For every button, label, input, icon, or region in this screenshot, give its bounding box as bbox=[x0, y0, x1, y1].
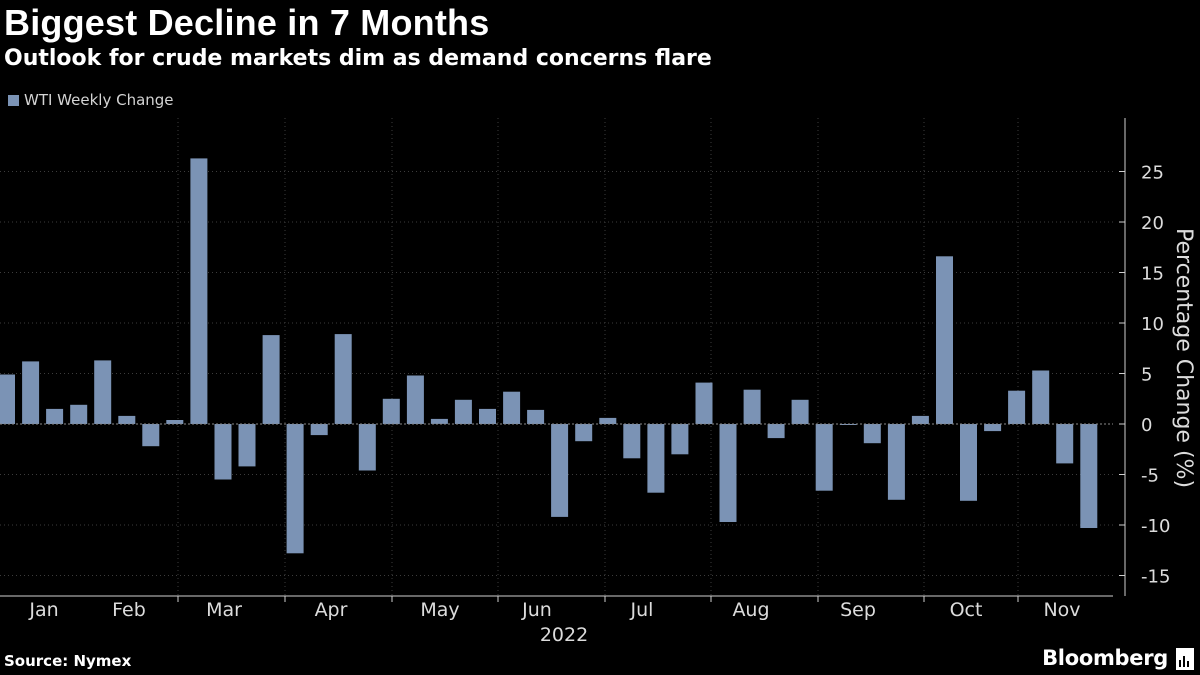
bar bbox=[142, 424, 160, 447]
bar bbox=[575, 424, 593, 442]
bar bbox=[1032, 370, 1050, 424]
x-tick-label: Sep bbox=[840, 599, 876, 621]
bar bbox=[70, 404, 88, 424]
bar bbox=[334, 334, 352, 424]
bar bbox=[190, 158, 208, 424]
bar bbox=[238, 424, 256, 467]
x-tick-label: Aug bbox=[732, 599, 769, 621]
x-tick-label: Jun bbox=[521, 599, 552, 621]
y-tick-label: -15 bbox=[1141, 567, 1170, 588]
bar bbox=[623, 424, 641, 459]
bar bbox=[0, 374, 15, 424]
y-tick-label: 20 bbox=[1141, 213, 1164, 234]
bar bbox=[743, 389, 761, 424]
x-tick-label: May bbox=[420, 599, 459, 621]
x-tick-label: Apr bbox=[315, 599, 348, 621]
bar bbox=[1056, 424, 1074, 464]
bar bbox=[430, 418, 448, 424]
bar bbox=[911, 415, 929, 424]
bar bbox=[310, 424, 328, 436]
bar bbox=[599, 417, 617, 424]
bar bbox=[479, 408, 496, 424]
bar bbox=[767, 424, 785, 439]
bar bbox=[1008, 390, 1026, 424]
y-axis-title: Percentage Change (%) bbox=[1171, 228, 1196, 488]
bar bbox=[94, 360, 112, 424]
x-tick-label: Jan bbox=[28, 599, 58, 621]
bar bbox=[166, 420, 184, 424]
y-tick-label: -10 bbox=[1141, 516, 1170, 537]
bar bbox=[791, 399, 809, 424]
bar bbox=[647, 424, 665, 493]
brand-logo: Bloomberg bbox=[1042, 646, 1168, 670]
bar bbox=[551, 424, 569, 517]
bars-icon bbox=[1176, 648, 1194, 670]
bar bbox=[863, 424, 881, 444]
bar bbox=[960, 424, 977, 501]
y-tick-label: 10 bbox=[1141, 314, 1164, 335]
bar bbox=[1080, 424, 1098, 528]
bar bbox=[406, 375, 424, 424]
bar bbox=[527, 409, 545, 424]
bar bbox=[936, 256, 953, 424]
bar bbox=[719, 424, 737, 522]
legend: WTI Weekly Change bbox=[8, 91, 174, 109]
x-axis-year-label: 2022 bbox=[540, 624, 588, 646]
chart-title: Biggest Decline in 7 Months bbox=[4, 2, 490, 43]
chart-subtitle: Outlook for crude markets dim as demand … bbox=[4, 46, 712, 71]
bar bbox=[887, 424, 905, 500]
y-tick-label: -5 bbox=[1141, 466, 1159, 487]
bar bbox=[503, 391, 521, 424]
bar bbox=[118, 415, 136, 424]
source-note: Source: Nymex bbox=[4, 652, 132, 670]
bar bbox=[984, 424, 1002, 432]
y-tick-label: 5 bbox=[1141, 365, 1152, 386]
bar bbox=[454, 399, 472, 424]
bar bbox=[358, 424, 376, 471]
bar bbox=[262, 335, 280, 424]
bar bbox=[815, 424, 833, 491]
bar bbox=[671, 424, 689, 455]
bar bbox=[22, 361, 40, 424]
bar bbox=[214, 424, 232, 480]
bar bbox=[382, 398, 400, 425]
legend-swatch bbox=[8, 94, 19, 106]
x-tick-label: Feb bbox=[112, 599, 146, 621]
bar bbox=[286, 424, 304, 554]
y-tick-label: 25 bbox=[1141, 163, 1164, 184]
y-tick-label: 15 bbox=[1141, 264, 1164, 285]
x-tick-label: Mar bbox=[206, 599, 242, 621]
x-tick-label: Jul bbox=[630, 599, 654, 621]
x-tick-label: Nov bbox=[1043, 599, 1080, 621]
y-tick-label: 0 bbox=[1141, 415, 1152, 436]
legend-label: WTI Weekly Change bbox=[24, 91, 174, 109]
bar bbox=[46, 408, 64, 424]
x-tick-label: Oct bbox=[950, 599, 983, 621]
bar bbox=[695, 382, 713, 424]
